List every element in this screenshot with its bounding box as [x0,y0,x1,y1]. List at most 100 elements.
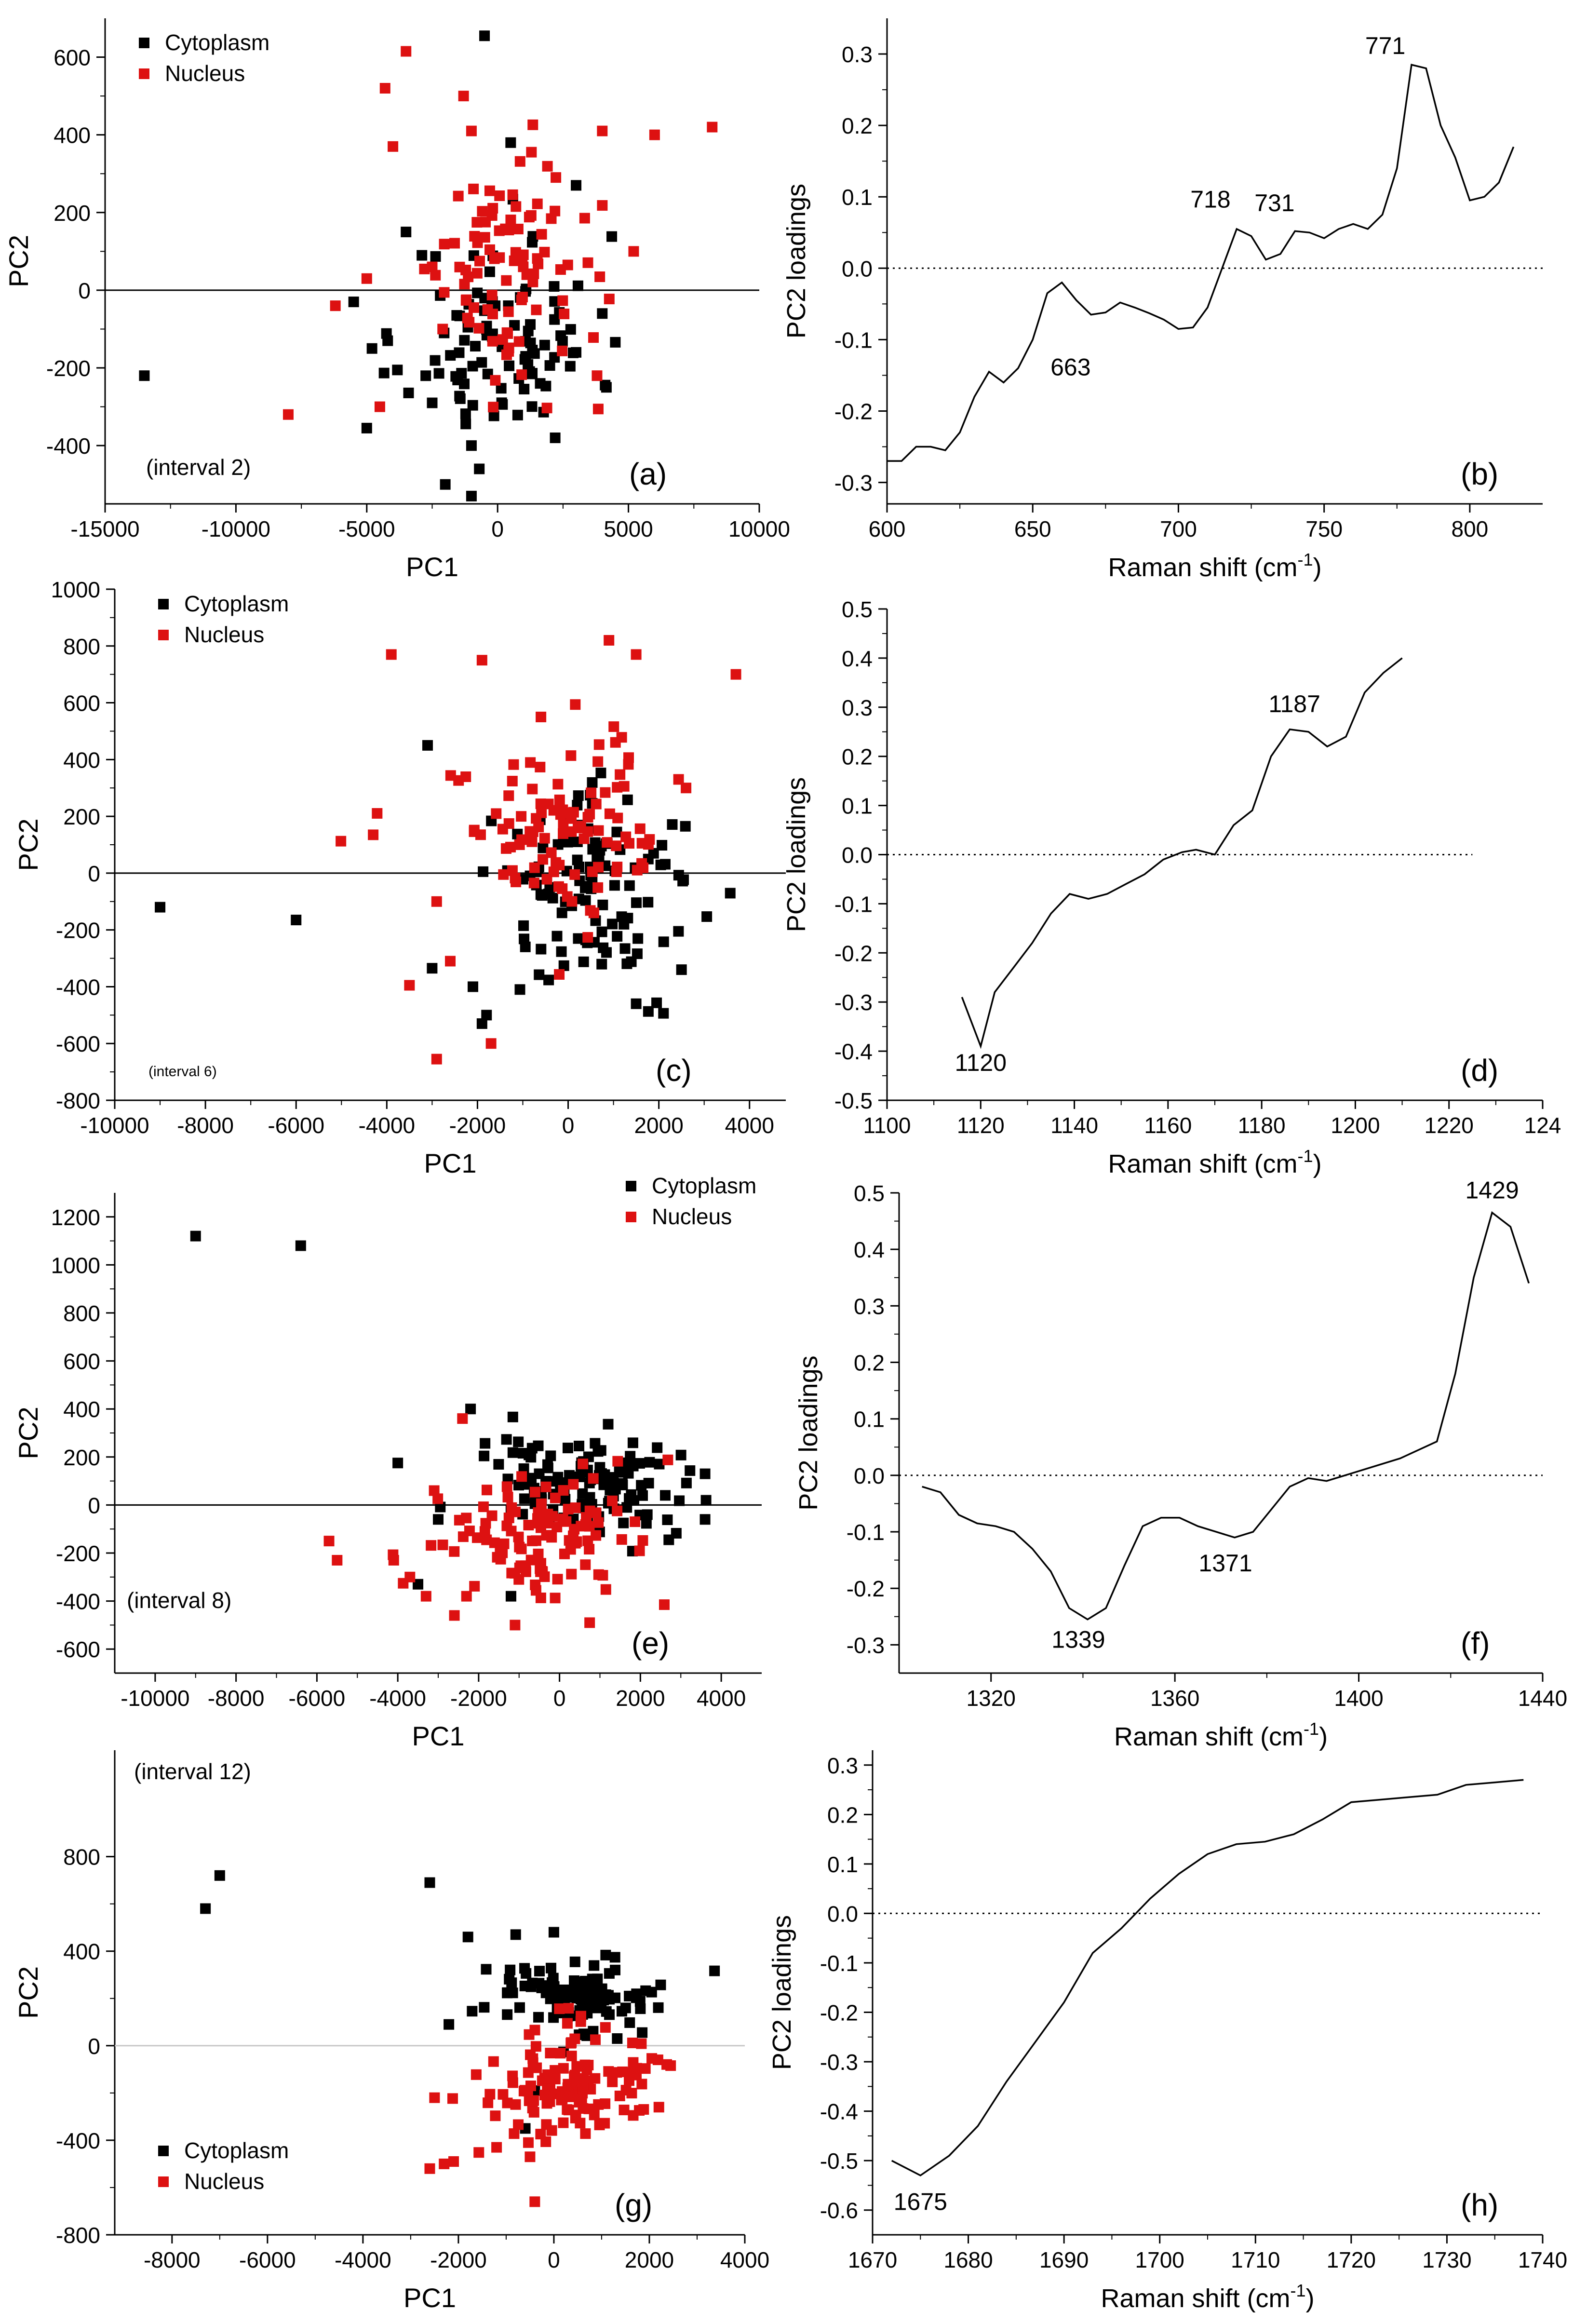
point-nucleus [527,784,538,795]
point-nucleus [569,869,580,880]
point-nucleus [602,837,613,848]
point-nucleus [523,2137,534,2148]
peak-label: 1120 [955,1049,1007,1076]
point-cytoplasm [552,1472,564,1483]
point-cytoplasm [644,1457,655,1468]
x-tick-label: 750 [1305,516,1343,541]
point-nucleus [594,271,605,283]
legend-label-cytoplasm: Cytoplasm [652,1173,756,1198]
point-nucleus [539,2073,550,2084]
x-tick-label: -10000 [202,516,270,541]
point-nucleus [571,1536,582,1547]
point-nucleus [525,757,536,768]
point-nucleus [628,246,639,257]
point-nucleus [590,2073,601,2084]
x-tick-label: 1320 [967,1686,1016,1711]
point-nucleus [570,699,581,710]
point-cytoplasm [525,1981,537,1992]
x-tick-label: -6000 [289,1686,346,1711]
point-cytoplasm [514,984,525,995]
point-nucleus [604,294,615,305]
point-nucleus [550,2065,561,2076]
point-nucleus [439,239,450,250]
point-cytoplasm [476,1018,487,1029]
y-tick-label: -800 [56,1088,100,1113]
y-tick-label: 1000 [51,1253,100,1278]
point-nucleus [361,273,372,284]
point-nucleus [480,1518,491,1529]
point-nucleus [502,1492,513,1503]
point-nucleus [538,854,549,865]
y-tick-label: 1200 [51,1205,100,1230]
point-nucleus [619,2105,630,2116]
point-nucleus [681,783,692,794]
point-cytoplasm [674,1495,685,1506]
x-tick-label: 650 [1014,516,1051,541]
point-nucleus [507,775,518,786]
point-cytoplasm [543,974,554,986]
y-tick-label: -800 [56,2223,100,2248]
legend-label-nucleus: Nucleus [184,2169,264,2194]
legend-marker-cytoplasm [158,599,169,609]
point-nucleus [462,312,473,324]
point-nucleus [510,873,521,884]
point-cytoplasm [563,1985,574,1996]
x-tick-label: 0 [548,2247,560,2272]
point-cytoplasm [626,1489,637,1500]
point-nucleus [374,401,385,412]
point-nucleus [582,1535,593,1546]
point-cytoplasm [526,401,538,412]
point-cytoplasm [603,1419,614,1430]
y-tick-label: 0.3 [842,42,873,67]
y-tick-label: 800 [63,634,100,659]
point-cytoplasm [676,964,687,975]
x-axis-label: Raman shift (cm-1) [1108,550,1321,582]
y-tick-label: 600 [63,691,100,716]
point-nucleus [620,831,632,842]
y-tick-label: 0.0 [854,1463,885,1488]
point-cytoplasm [598,942,609,953]
point-cytoplasm [652,1442,663,1453]
point-cytoplasm [548,1985,559,1996]
x-tick-label: 1140 [1050,1113,1098,1138]
x-tick-label: 4000 [720,2247,769,2272]
point-nucleus [468,183,479,194]
point-nucleus [636,2079,647,2090]
point-nucleus [478,1501,489,1513]
point-nucleus [536,807,547,818]
point-nucleus [401,46,412,57]
x-axis-label-main: Raman shift (cm [1114,1722,1304,1751]
point-nucleus [593,825,604,836]
point-nucleus [484,2089,496,2100]
legend-marker-cytoplasm [158,2146,169,2156]
point-nucleus [616,732,627,743]
y-tick-label: -400 [56,1589,100,1614]
point-nucleus [572,2073,583,2084]
point-nucleus [588,332,599,343]
point-cytoplasm [631,998,642,1009]
point-cytoplasm [480,1438,491,1449]
point-nucleus [576,1521,587,1532]
panel-f: -0.3 -0.2 -0.1 0.0 0.1 0.2 0.3 0.4 0.5 1320 1360 14… [794,1177,1567,1751]
point-cytoplasm [459,378,470,390]
y-tick-label: 400 [63,1939,100,1964]
point-nucleus [473,2147,484,2158]
point-nucleus [526,147,537,158]
point-cytoplasm [510,1929,521,1940]
point-nucleus [592,404,604,415]
panel-h: -0.6 -0.5 -0.4 -0.3 -0.2 -0.1 0.0 0.1 0.2 0.3 1670… [767,1750,1567,2313]
point-nucleus [569,2033,580,2044]
point-cytoplasm [618,1517,629,1528]
point-cytoplasm [548,1927,559,1938]
point-nucleus [512,224,524,235]
point-cytoplasm [468,981,479,992]
point-cytoplasm [556,907,567,919]
point-nucleus [505,215,516,226]
point-nucleus [516,1471,527,1482]
point-nucleus [578,1459,589,1470]
peak-label: 1371 [1198,1550,1252,1577]
point-cytoplasm [200,1903,211,1914]
point-cytoplasm [467,400,478,411]
point-cytoplasm [663,1534,674,1545]
